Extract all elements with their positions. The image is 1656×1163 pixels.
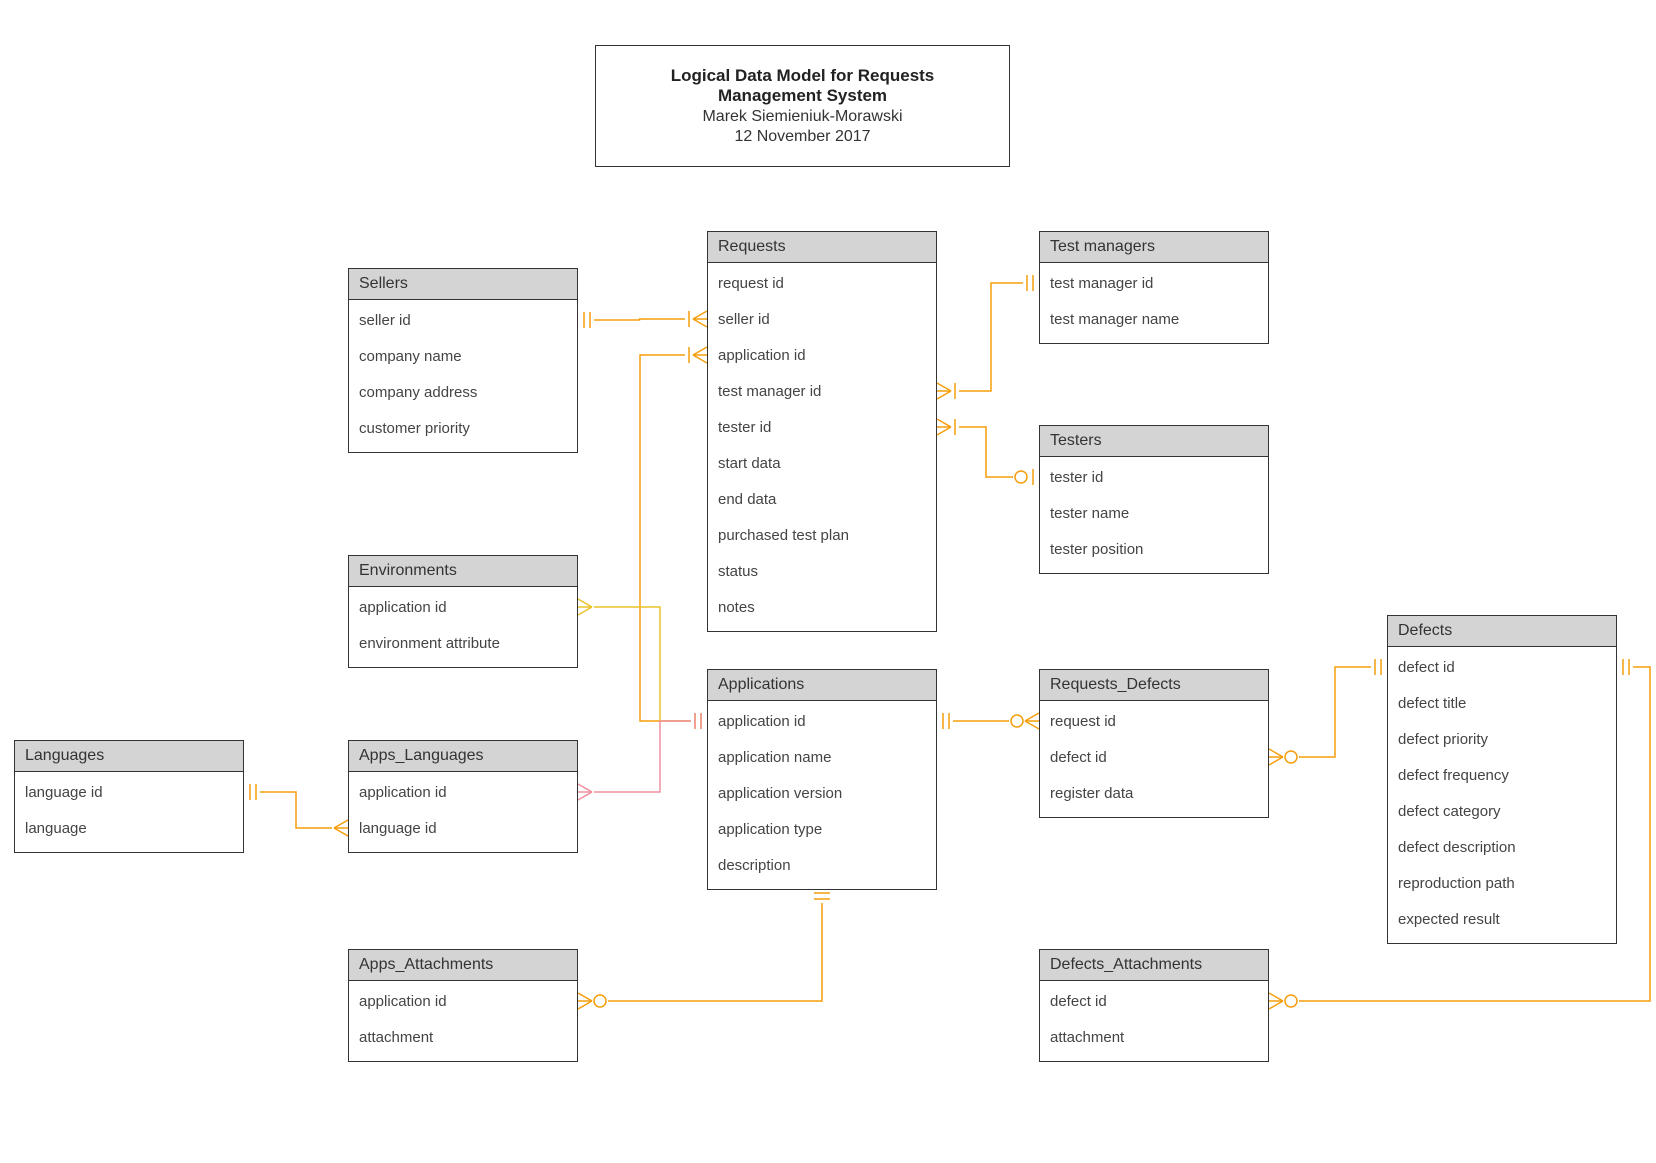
entity-field: defect title: [1388, 687, 1616, 723]
title-date: 12 November 2017: [734, 128, 870, 145]
entity-testers: Testerstester idtester nametester positi…: [1039, 425, 1269, 574]
entity-apps_languages: Apps_Languagesapplication idlanguage id: [348, 740, 578, 853]
entity-field: tester id: [1040, 461, 1268, 497]
entity-field: test manager id: [1040, 267, 1268, 303]
entity-header: Requests: [708, 232, 936, 263]
entity-body: request idseller idapplication idtest ma…: [708, 263, 936, 631]
entity-field: language id: [349, 812, 577, 848]
entity-applications: Applicationsapplication idapplication na…: [707, 669, 937, 890]
entity-field: environment attribute: [349, 627, 577, 663]
entity-field: expected result: [1388, 903, 1616, 939]
title-author: Marek Siemieniuk-Morawski: [702, 108, 902, 125]
entity-field: company name: [349, 340, 577, 376]
entity-header: Defects_Attachments: [1040, 950, 1268, 981]
entity-field: request id: [1040, 705, 1268, 741]
entity-field: tester id: [708, 411, 936, 447]
title-line1: Logical Data Model for Requests: [671, 66, 935, 85]
entity-header: Applications: [708, 670, 936, 701]
entity-header: Requests_Defects: [1040, 670, 1268, 701]
entity-field: reproduction path: [1388, 867, 1616, 903]
entity-body: tester idtester nametester position: [1040, 457, 1268, 573]
entity-header: Apps_Languages: [349, 741, 577, 772]
entity-header: Apps_Attachments: [349, 950, 577, 981]
entity-field: application id: [349, 985, 577, 1021]
entity-field: language: [15, 812, 243, 848]
entity-header: Sellers: [349, 269, 577, 300]
entity-field: defect description: [1388, 831, 1616, 867]
entity-body: application idapplication nameapplicatio…: [708, 701, 936, 889]
entity-field: request id: [708, 267, 936, 303]
entity-field: defect id: [1388, 651, 1616, 687]
entity-body: application idenvironment attribute: [349, 587, 577, 667]
entity-field: attachment: [1040, 1021, 1268, 1057]
entity-environments: Environmentsapplication idenvironment at…: [348, 555, 578, 668]
title-line2: Management System: [718, 86, 887, 105]
entity-header: Test managers: [1040, 232, 1268, 263]
entity-field: defect priority: [1388, 723, 1616, 759]
entity-field: end data: [708, 483, 936, 519]
entity-field: seller id: [349, 304, 577, 340]
entity-body: language idlanguage: [15, 772, 243, 852]
entity-field: test manager id: [708, 375, 936, 411]
entity-body: application idlanguage id: [349, 772, 577, 852]
entity-field: application id: [349, 776, 577, 812]
entity-field: customer priority: [349, 412, 577, 448]
entity-field: application id: [708, 705, 936, 741]
entity-field: attachment: [349, 1021, 577, 1057]
entity-field: application type: [708, 813, 936, 849]
entity-field: register data: [1040, 777, 1268, 813]
entity-field: defect id: [1040, 741, 1268, 777]
entity-field: purchased test plan: [708, 519, 936, 555]
entity-field: notes: [708, 591, 936, 627]
entity-header: Environments: [349, 556, 577, 587]
entity-languages: Languageslanguage idlanguage: [14, 740, 244, 853]
entity-body: defect iddefect titledefect prioritydefe…: [1388, 647, 1616, 943]
title-box: Logical Data Model for Requests Manageme…: [595, 45, 1010, 167]
entity-field: company address: [349, 376, 577, 412]
entity-field: seller id: [708, 303, 936, 339]
entity-body: application idattachment: [349, 981, 577, 1061]
entity-header: Defects: [1388, 616, 1616, 647]
entity-requests_defects: Requests_Defectsrequest iddefect idregis…: [1039, 669, 1269, 818]
entity-apps_attachments: Apps_Attachmentsapplication idattachment: [348, 949, 578, 1062]
entity-field: defect frequency: [1388, 759, 1616, 795]
entity-body: test manager idtest manager name: [1040, 263, 1268, 343]
diagram-canvas: Logical Data Model for Requests Manageme…: [0, 0, 1656, 1163]
entity-body: request iddefect idregister data: [1040, 701, 1268, 817]
entity-defects: Defectsdefect iddefect titledefect prior…: [1387, 615, 1617, 944]
entity-field: tester name: [1040, 497, 1268, 533]
entity-sellers: Sellersseller idcompany namecompany addr…: [348, 268, 578, 453]
entity-field: language id: [15, 776, 243, 812]
entity-field: defect category: [1388, 795, 1616, 831]
entity-field: application id: [349, 591, 577, 627]
entity-field: application version: [708, 777, 936, 813]
entity-test_managers: Test managerstest manager idtest manager…: [1039, 231, 1269, 344]
entity-field: start data: [708, 447, 936, 483]
entity-field: test manager name: [1040, 303, 1268, 339]
entity-field: application id: [708, 339, 936, 375]
entity-header: Testers: [1040, 426, 1268, 457]
entity-field: tester position: [1040, 533, 1268, 569]
entity-defects_attachments: Defects_Attachmentsdefect idattachment: [1039, 949, 1269, 1062]
entity-field: status: [708, 555, 936, 591]
entity-field: application name: [708, 741, 936, 777]
entity-body: defect idattachment: [1040, 981, 1268, 1061]
entity-header: Languages: [15, 741, 243, 772]
entity-requests: Requestsrequest idseller idapplication i…: [707, 231, 937, 632]
entity-field: defect id: [1040, 985, 1268, 1021]
entity-body: seller idcompany namecompany addresscust…: [349, 300, 577, 452]
entity-field: description: [708, 849, 936, 885]
